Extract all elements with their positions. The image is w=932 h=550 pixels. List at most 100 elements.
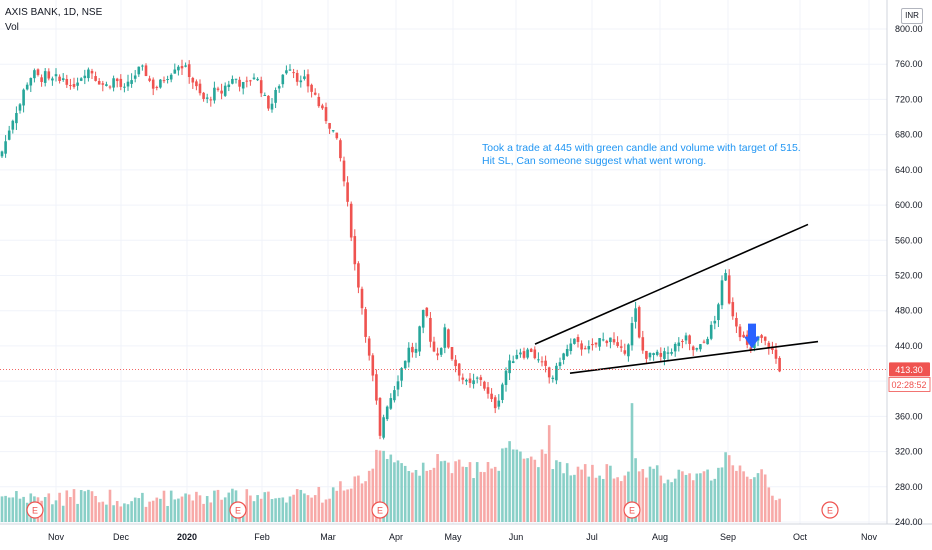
volume-bar [382,450,385,522]
volume-bar [483,472,486,522]
volume-bar [439,461,443,522]
volume-bar [609,465,612,522]
y-tick-label: 520.00 [895,271,923,281]
candle-body [508,360,511,374]
candle-body [713,320,717,324]
volume-bar [537,467,540,522]
earnings-marker-icon[interactable]: E [229,501,247,519]
volume-bar [526,458,529,522]
candle-body [76,82,79,86]
last-price-value: 413.30 [895,365,923,375]
volume-indicator-label[interactable]: Vol [5,22,19,33]
candle-body [321,105,324,109]
volume-bar [317,486,321,522]
volume-bar [61,505,65,522]
candle-body [306,74,310,87]
candle-body [666,352,670,354]
candle-body [594,342,598,345]
x-tick-label: Jun [509,532,524,542]
earnings-marker-icon[interactable]: E [371,501,389,519]
volume-bar [367,470,371,522]
candle-body [544,360,547,366]
candle-body [198,83,202,94]
candle-body [533,349,537,359]
volume-bar [504,447,508,522]
candle-body [479,377,483,380]
candle-body [360,288,364,309]
volume-bar [342,490,346,522]
candle-body [429,317,432,342]
volume-bar [310,497,313,522]
volume-bar [742,471,745,522]
candle-body [529,348,533,352]
volume-bar [375,449,378,522]
candle-body [447,329,450,348]
candle-body [663,351,666,359]
candle-body [249,80,252,82]
candle-body [299,80,303,83]
earnings-marker-icon[interactable]: E [821,501,839,519]
x-tick-label: Feb [254,532,270,542]
earnings-marker-icon[interactable]: E [623,501,641,519]
volume-bar [205,496,209,522]
candle-body [483,381,486,389]
volume-bar [43,497,47,522]
volume-bar [303,493,306,522]
candle-body [774,349,778,359]
candle-body [51,78,54,81]
candle-body [155,86,159,88]
candle-body [537,359,540,361]
volume-bar [587,476,591,522]
volume-bar [511,449,515,522]
earnings-marker-icon[interactable]: E [26,501,44,519]
candle-body [684,335,688,341]
volume-bar [130,501,133,522]
candle-body [389,398,393,409]
candle-body [385,406,389,420]
volume-bar [699,473,702,522]
volume-bar [501,448,504,522]
last-price-bg [889,362,930,377]
volume-bar [709,480,713,522]
volume-bar [591,464,594,522]
currency-button[interactable]: INR [901,8,923,24]
volume-bar [288,496,292,522]
candle-body [180,66,184,69]
candle-body [468,378,472,383]
x-tick-label: May [444,532,462,542]
volume-bar [738,465,742,522]
volume-bar [555,460,558,522]
candle-body [137,66,141,75]
y-tick-label: 440.00 [895,341,923,351]
volume-bar [15,491,18,522]
volume-bar [425,470,429,522]
volume-bar [141,492,144,522]
candle-body [612,339,616,343]
candle-body [724,272,727,281]
candle-body [123,86,126,88]
earnings-marker-circle [371,501,389,519]
volume-bar [79,490,83,522]
x-tick-label: Oct [793,532,808,542]
volume-bar [771,495,774,522]
candle-body [461,377,465,380]
volume-bar [753,477,756,522]
candle-body [627,344,630,357]
volume-bar [515,449,519,522]
candle-body [4,141,7,154]
volume-bar [267,491,270,522]
candle-body [270,103,274,110]
candle-body [706,338,709,345]
volume-bar [583,464,587,522]
candle-body [0,151,4,157]
candle-body [141,65,144,67]
candle-body [598,338,601,347]
candle-body [605,340,609,344]
volume-bar [670,482,673,522]
volume-bar [270,499,274,522]
candle-body [231,78,234,84]
candle-body [184,65,187,67]
candle-body [69,85,72,87]
volume-bar [263,492,267,522]
